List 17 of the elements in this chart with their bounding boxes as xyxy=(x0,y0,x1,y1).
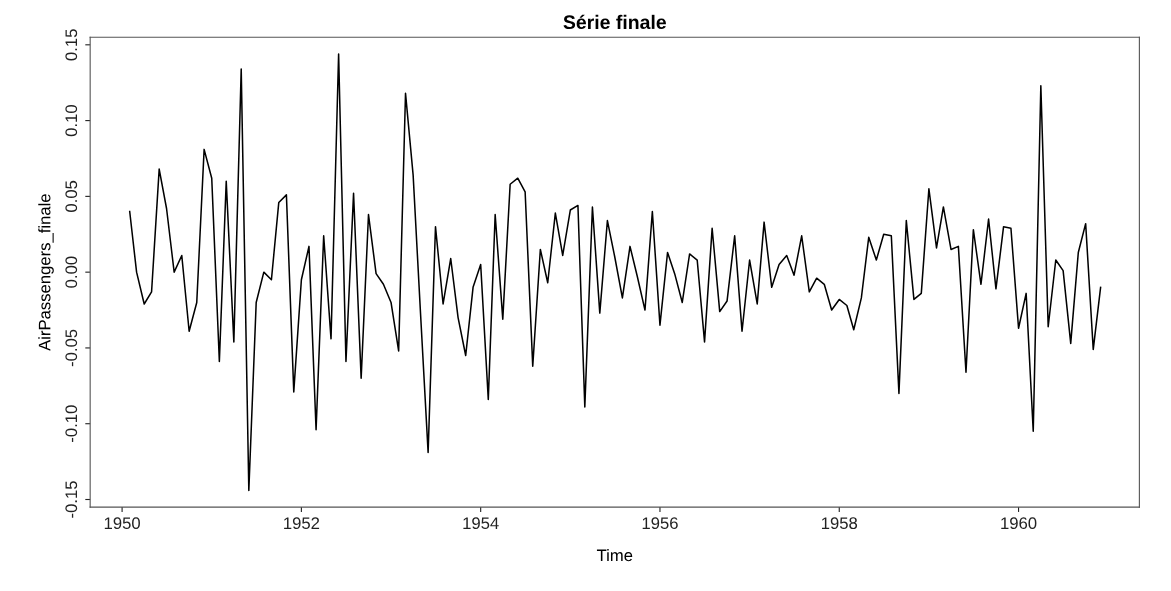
x-tick-label: 1952 xyxy=(284,517,320,530)
x-tick-label: 1960 xyxy=(1001,517,1037,530)
y-tick-label: 0.15 xyxy=(65,29,78,61)
y-tick-label: -0.15 xyxy=(65,481,78,518)
y-tick-label: -0.10 xyxy=(65,405,78,442)
y-tick-label: -0.05 xyxy=(65,329,78,367)
y-tick-label: 0.05 xyxy=(65,180,78,212)
y-tick-label: 0.00 xyxy=(65,256,78,288)
x-tick-label: 1950 xyxy=(104,517,140,530)
y-axis-title: AirPassengers_finale xyxy=(38,194,54,351)
x-tick-label: 1958 xyxy=(821,517,858,530)
y-tick-label: 0.10 xyxy=(65,105,78,137)
chart-title: Série finale xyxy=(563,14,666,30)
line-series xyxy=(128,53,1102,492)
x-tick-label: 1956 xyxy=(642,517,678,530)
x-axis-title: Time xyxy=(596,549,633,562)
x-tick-label: 1954 xyxy=(463,517,499,530)
